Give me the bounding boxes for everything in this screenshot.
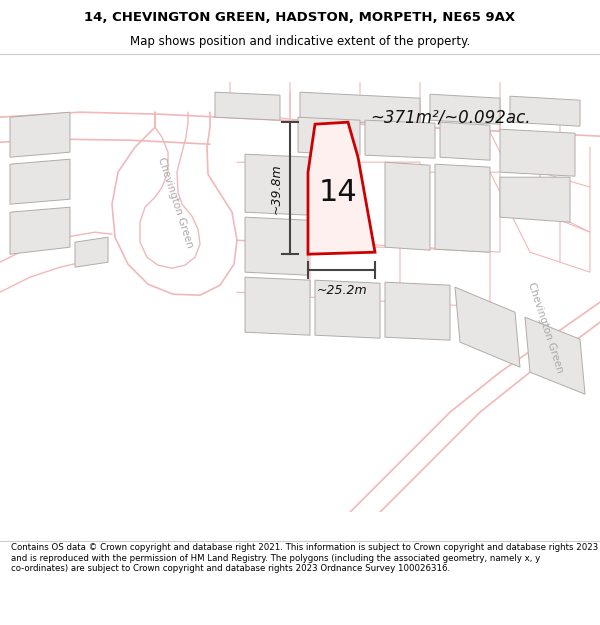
Polygon shape [298,118,360,155]
Polygon shape [440,122,490,160]
Text: ~39.8m: ~39.8m [269,163,283,214]
Polygon shape [300,92,420,125]
Polygon shape [500,129,575,176]
Polygon shape [435,164,490,252]
Text: Chevington Green: Chevington Green [526,281,565,374]
Polygon shape [510,96,580,126]
Polygon shape [385,162,430,250]
Polygon shape [385,282,450,340]
Text: Contains OS data © Crown copyright and database right 2021. This information is : Contains OS data © Crown copyright and d… [11,543,598,573]
Polygon shape [75,237,108,268]
Polygon shape [308,122,375,254]
Polygon shape [245,217,308,275]
Polygon shape [10,112,70,157]
Polygon shape [455,288,520,367]
Polygon shape [245,154,310,215]
Polygon shape [430,94,500,124]
Polygon shape [10,208,70,254]
Polygon shape [365,120,435,158]
Polygon shape [10,159,70,204]
Text: 14, CHEVINGTON GREEN, HADSTON, MORPETH, NE65 9AX: 14, CHEVINGTON GREEN, HADSTON, MORPETH, … [85,11,515,24]
Text: 14: 14 [319,177,358,207]
Text: ~371m²/~0.092ac.: ~371m²/~0.092ac. [370,108,530,126]
Text: Chevington Green: Chevington Green [155,156,194,249]
Polygon shape [525,317,585,394]
Polygon shape [315,280,380,338]
Polygon shape [245,278,310,335]
Text: Map shows position and indicative extent of the property.: Map shows position and indicative extent… [130,36,470,48]
Polygon shape [500,177,570,222]
Polygon shape [215,92,280,120]
Text: ~25.2m: ~25.2m [316,284,367,297]
